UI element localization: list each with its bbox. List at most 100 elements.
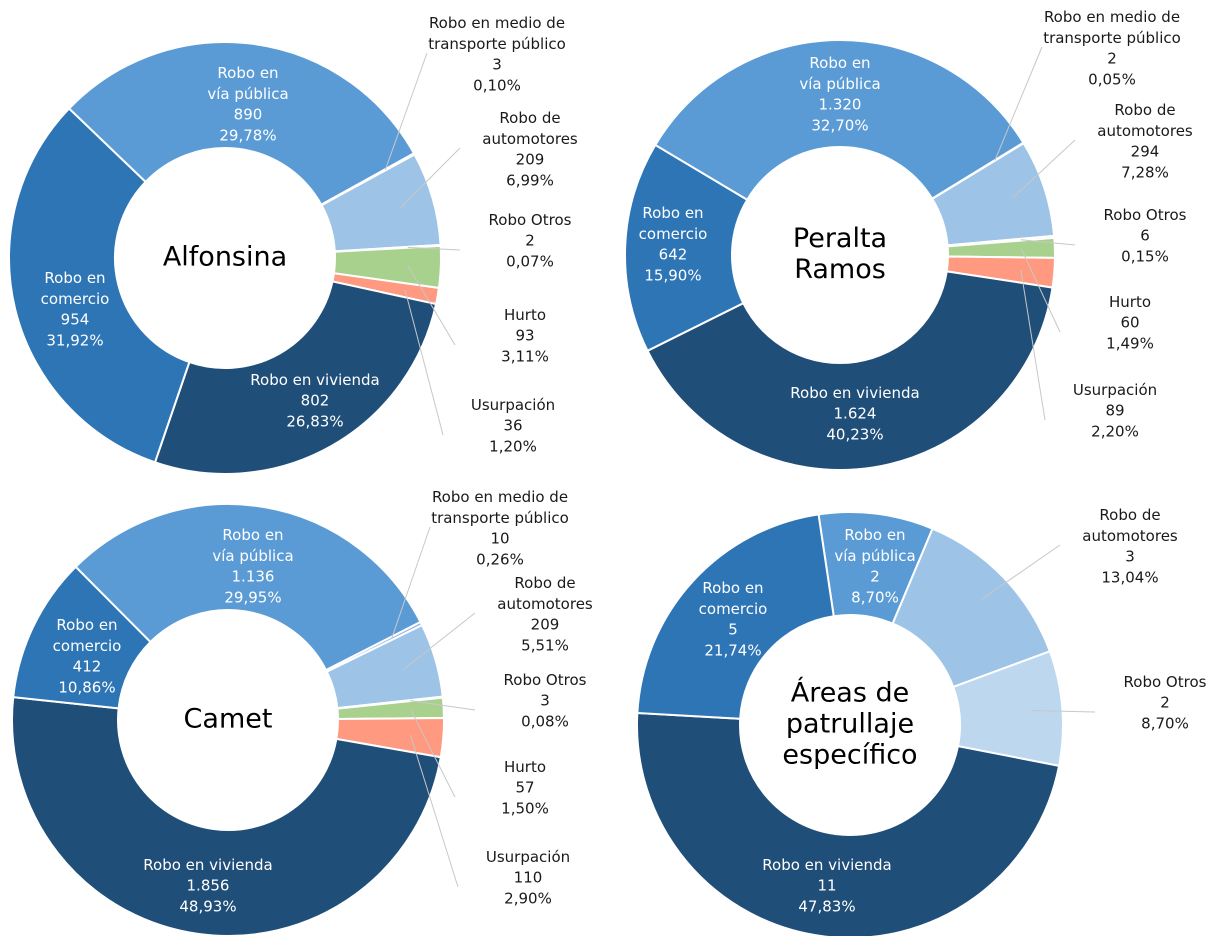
chart-title: patrullaje	[786, 709, 914, 740]
slice-category-label: Robo Otros	[489, 211, 572, 229]
slice-value-label: 2	[1160, 694, 1170, 712]
slice-value-label: 1.856	[187, 877, 230, 895]
slice-value-label: 5	[728, 621, 738, 639]
slice-value-label: 2	[870, 568, 880, 586]
slice-percent-label: 48,93%	[179, 898, 236, 916]
slice-value-label: 890	[234, 106, 263, 124]
chart-title: Ramos	[794, 254, 886, 285]
slice-value-label: 1.624	[834, 405, 877, 423]
slice-category-label: Robo de automotores	[1097, 101, 1193, 140]
slice-value-label: 2	[1107, 50, 1117, 68]
slice-percent-label: 13,04%	[1101, 569, 1158, 587]
slice-value-label: 89	[1105, 402, 1124, 420]
leader-line	[391, 526, 431, 639]
slice-value-label: 209	[531, 616, 560, 634]
chart-title: Peralta	[793, 223, 887, 254]
slice-percent-label: 0,15%	[1121, 248, 1169, 266]
leader-line	[403, 612, 476, 670]
slice-value-label: 57	[515, 779, 534, 797]
chart-title: Áreas de	[791, 677, 910, 709]
slice-percent-label: 0,10%	[473, 77, 521, 95]
donut-slice	[74, 503, 422, 672]
slice-category-label: Robo en vía pública	[799, 54, 880, 93]
donut-chart: Robo en medio de transporte público 10 0,26…	[11, 488, 593, 936]
slice-category-label: Robo de automotores	[497, 574, 593, 613]
slice-percent-label: 3,11%	[501, 348, 549, 366]
leader-line	[1020, 269, 1046, 421]
donut-slice	[153, 280, 438, 475]
slice-percent-label: 6,99%	[506, 172, 554, 190]
donut-chart: Robo en medio de transporte público 2 0,05%…	[624, 8, 1193, 471]
slice-value-label: 642	[659, 246, 688, 264]
chart-title: Alfonsina	[163, 242, 287, 273]
slice-category-label: Usurpación	[471, 396, 555, 414]
slice-category-label: Usurpación	[486, 848, 570, 866]
donut-slice	[11, 696, 442, 936]
slice-value-label: 1.320	[819, 96, 862, 114]
slice-category-label: Robo en comercio	[699, 579, 768, 618]
slice-category-label: Hurto	[1109, 293, 1151, 311]
slice-percent-label: 8,70%	[1141, 715, 1189, 733]
slice-category-label: Robo Otros	[1104, 206, 1187, 224]
slice-category-label: Robo en vía pública	[207, 64, 288, 103]
slice-percent-label: 1,49%	[1106, 335, 1154, 353]
leader-line	[407, 265, 456, 346]
slice-value-label: 412	[73, 658, 102, 676]
slice-percent-label: 21,74%	[704, 642, 761, 660]
leader-line	[994, 46, 1043, 161]
donut-chart: Robo en medio de transporte público 3 0,10%…	[8, 14, 578, 475]
slice-percent-label: 8,70%	[851, 589, 899, 607]
slice-percent-label: 10,86%	[58, 679, 115, 697]
donut-slice	[646, 270, 1054, 471]
slice-value-label: 36	[503, 417, 522, 435]
slice-category-label: Robo Otros	[504, 671, 587, 689]
slice-percent-label: 2,90%	[504, 890, 552, 908]
leader-line	[1030, 709, 1096, 713]
slice-value-label: 802	[301, 392, 330, 410]
donut-chart: Robo en vía pública 2 8,70% Robo de automotor…	[636, 506, 1207, 936]
slice-value-label: 294	[1131, 143, 1160, 161]
slice-value-label: 2	[525, 232, 535, 250]
slice-percent-label: 15,90%	[644, 267, 701, 285]
slice-category-label: Robo en vivienda	[790, 384, 919, 402]
slice-category-label: Robo Otros	[1124, 673, 1207, 691]
slice-percent-label: 0,05%	[1088, 71, 1136, 89]
slice-category-label: Robo en vía pública	[834, 526, 915, 565]
slice-category-label: Hurto	[504, 306, 546, 324]
slice-value-label: 11	[817, 877, 836, 895]
slice-category-label: Hurto	[504, 758, 546, 776]
leader-line	[409, 734, 459, 888]
chart-title: específico	[782, 740, 917, 771]
slice-category-label: Usurpación	[1073, 381, 1157, 399]
chart-title: Camet	[184, 704, 273, 735]
slice-category-label: Robo en medio de transporte público	[431, 488, 569, 527]
slice-value-label: 6	[1140, 227, 1150, 245]
donut-slice	[636, 711, 1061, 936]
slice-percent-label: 7,28%	[1121, 164, 1169, 182]
leader-line	[400, 147, 461, 208]
leader-line	[404, 290, 444, 436]
slice-percent-label: 1,20%	[489, 438, 537, 456]
slice-category-label: Robo en medio de transporte público	[1043, 8, 1181, 47]
slice-category-label: Robo en medio de transporte público	[428, 14, 566, 53]
slice-value-label: 110	[514, 869, 543, 887]
slice-percent-label: 0,07%	[506, 253, 554, 271]
slice-percent-label: 31,92%	[46, 332, 103, 350]
slice-percent-label: 40,23%	[826, 426, 883, 444]
slice-value-label: 954	[61, 311, 90, 329]
leader-line	[409, 700, 476, 711]
slice-percent-label: 32,70%	[811, 117, 868, 135]
slice-percent-label: 5,51%	[521, 637, 569, 655]
slice-value-label: 1.136	[232, 568, 275, 586]
donut-slice	[636, 513, 835, 720]
donut-slice	[624, 143, 749, 353]
slice-category-label: Robo en comercio	[639, 204, 708, 243]
leader-line	[1012, 139, 1076, 199]
slice-category-label: Robo en vivienda	[143, 856, 272, 874]
slice-percent-label: 1,50%	[501, 800, 549, 818]
leader-line	[410, 709, 456, 798]
slice-value-label: 3	[540, 692, 550, 710]
slice-percent-label: 29,78%	[219, 127, 276, 145]
slice-category-label: Robo de automotores	[1082, 506, 1178, 545]
